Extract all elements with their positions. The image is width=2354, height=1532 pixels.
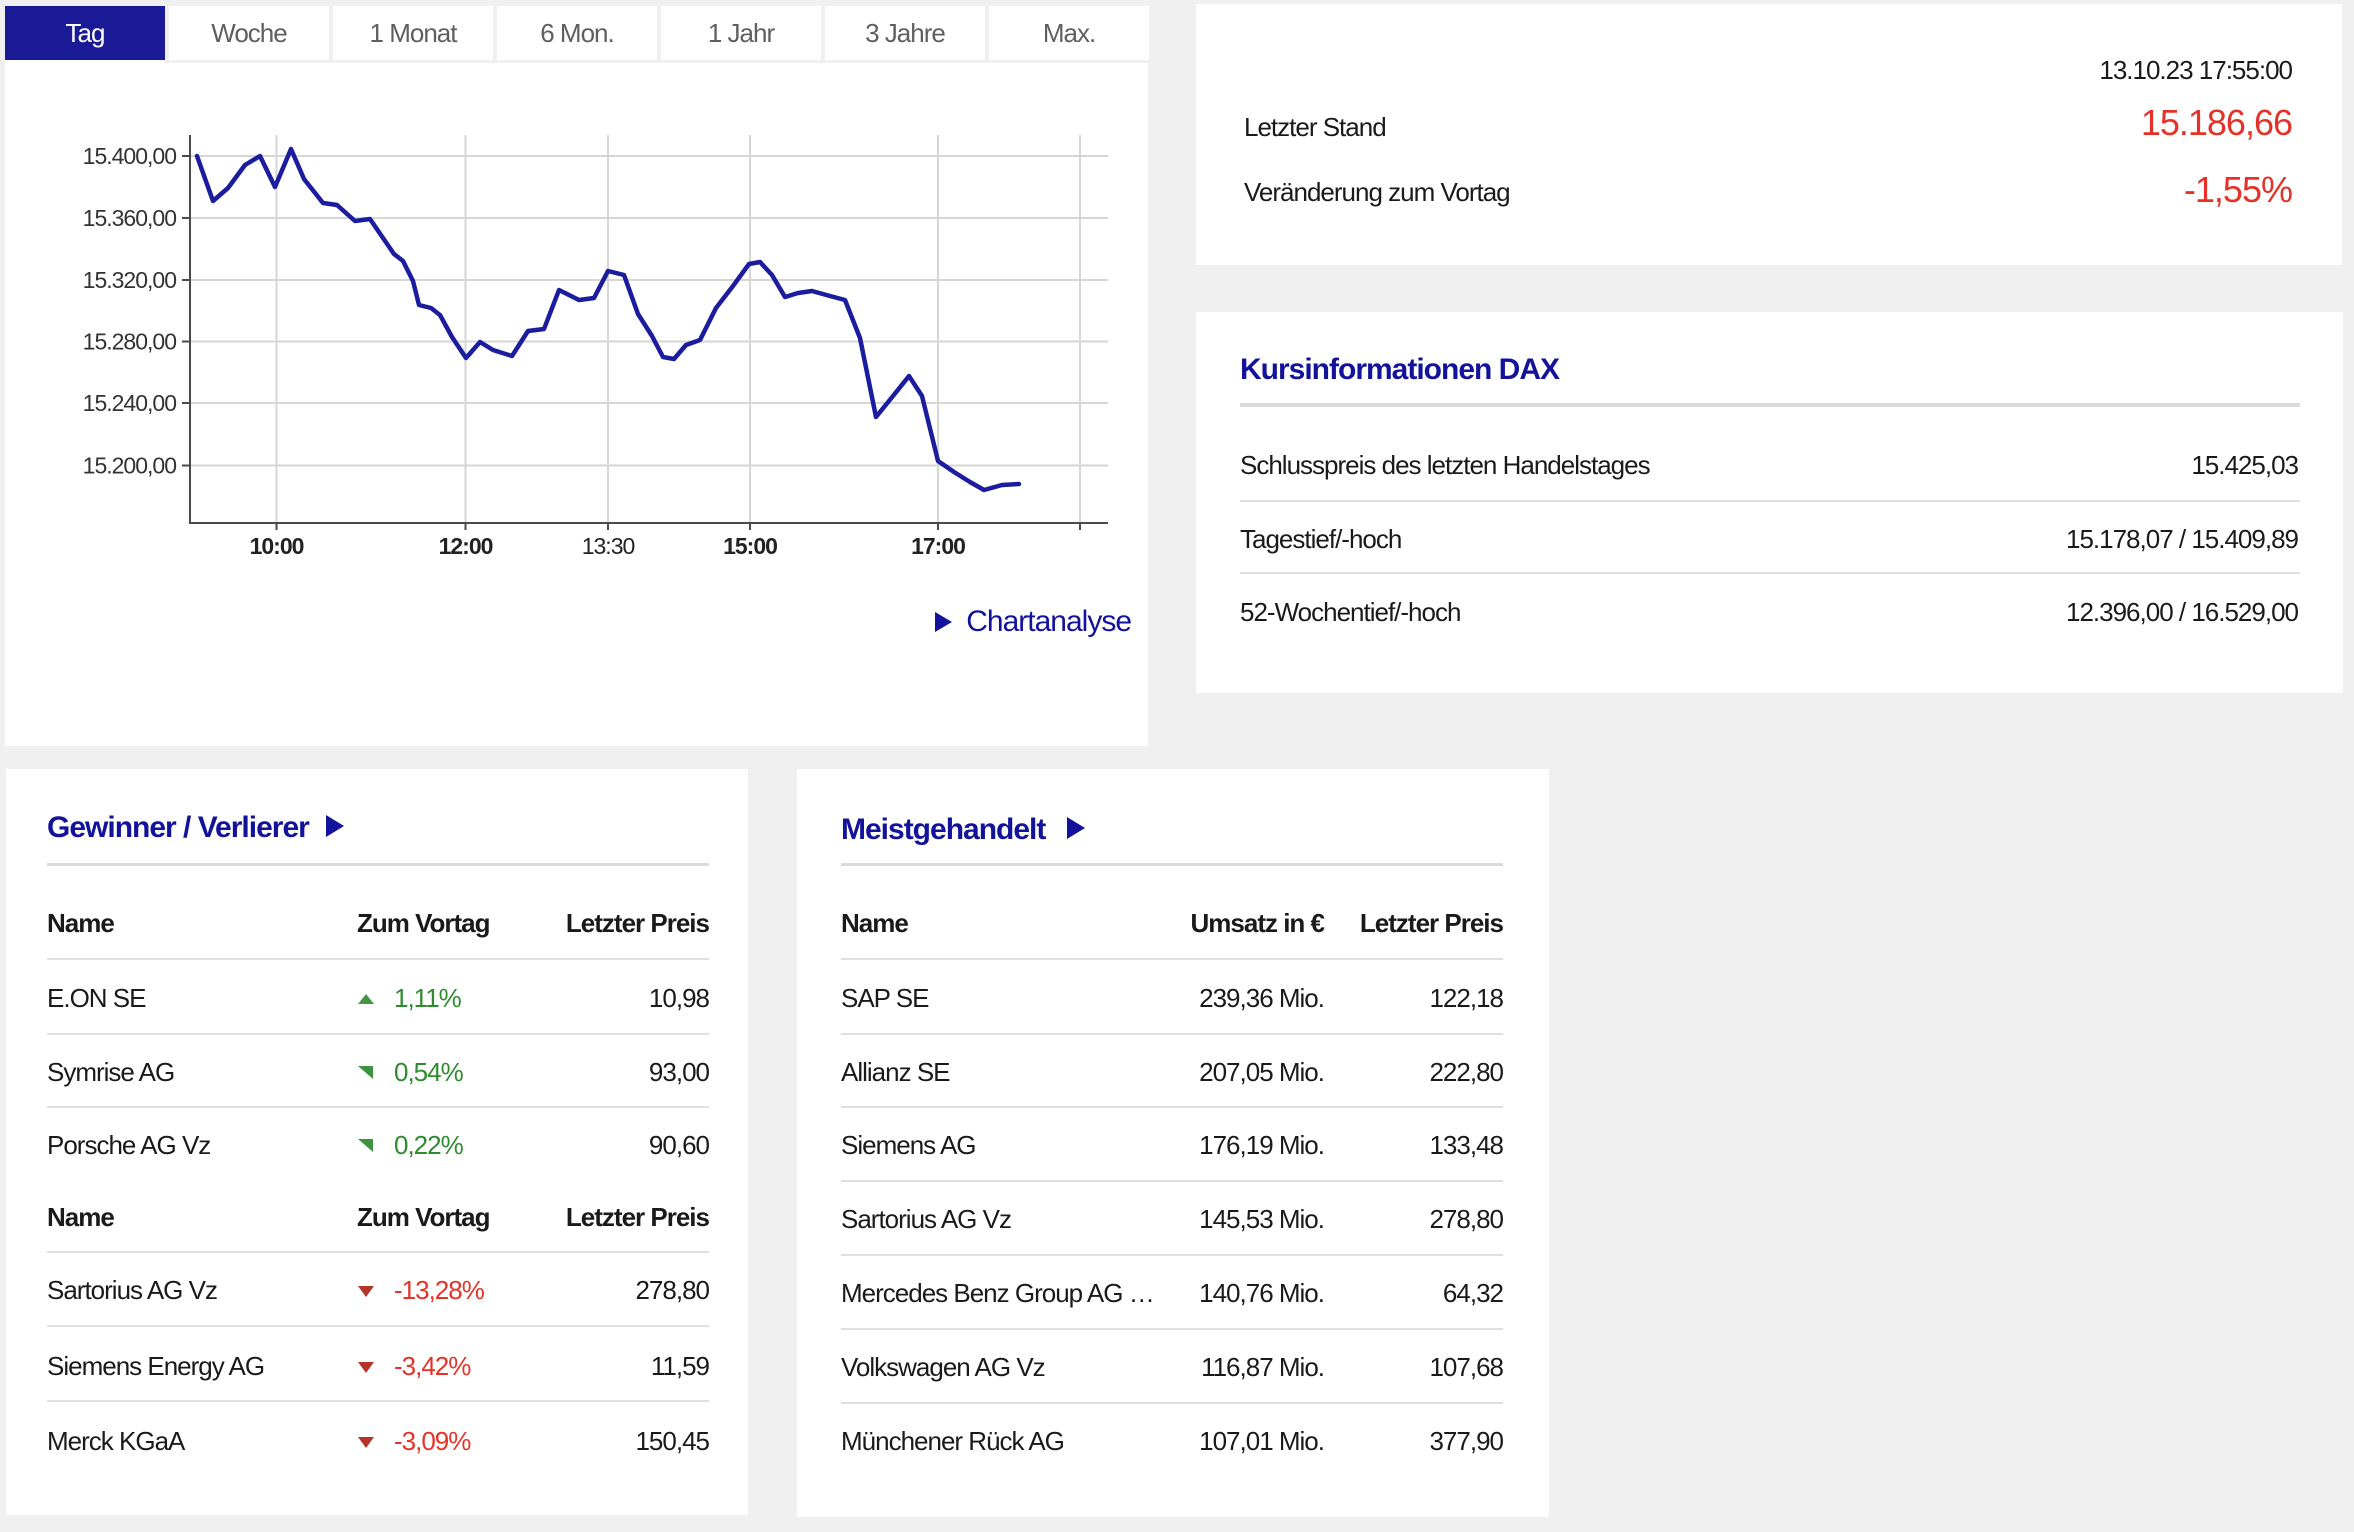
svg-text:12:00: 12:00 <box>439 533 493 559</box>
svg-text:10:00: 10:00 <box>250 533 304 559</box>
svg-text:15.360,00: 15.360,00 <box>83 205 177 231</box>
svg-text:17:00: 17:00 <box>911 533 965 559</box>
svg-text:15.400,00: 15.400,00 <box>83 143 177 169</box>
svg-text:15.200,00: 15.200,00 <box>83 453 177 479</box>
svg-text:15.320,00: 15.320,00 <box>83 267 177 293</box>
svg-text:13:30: 13:30 <box>582 533 635 559</box>
svg-text:15.240,00: 15.240,00 <box>83 390 177 416</box>
svg-text:15:00: 15:00 <box>723 533 777 559</box>
svg-text:15.280,00: 15.280,00 <box>83 329 177 355</box>
